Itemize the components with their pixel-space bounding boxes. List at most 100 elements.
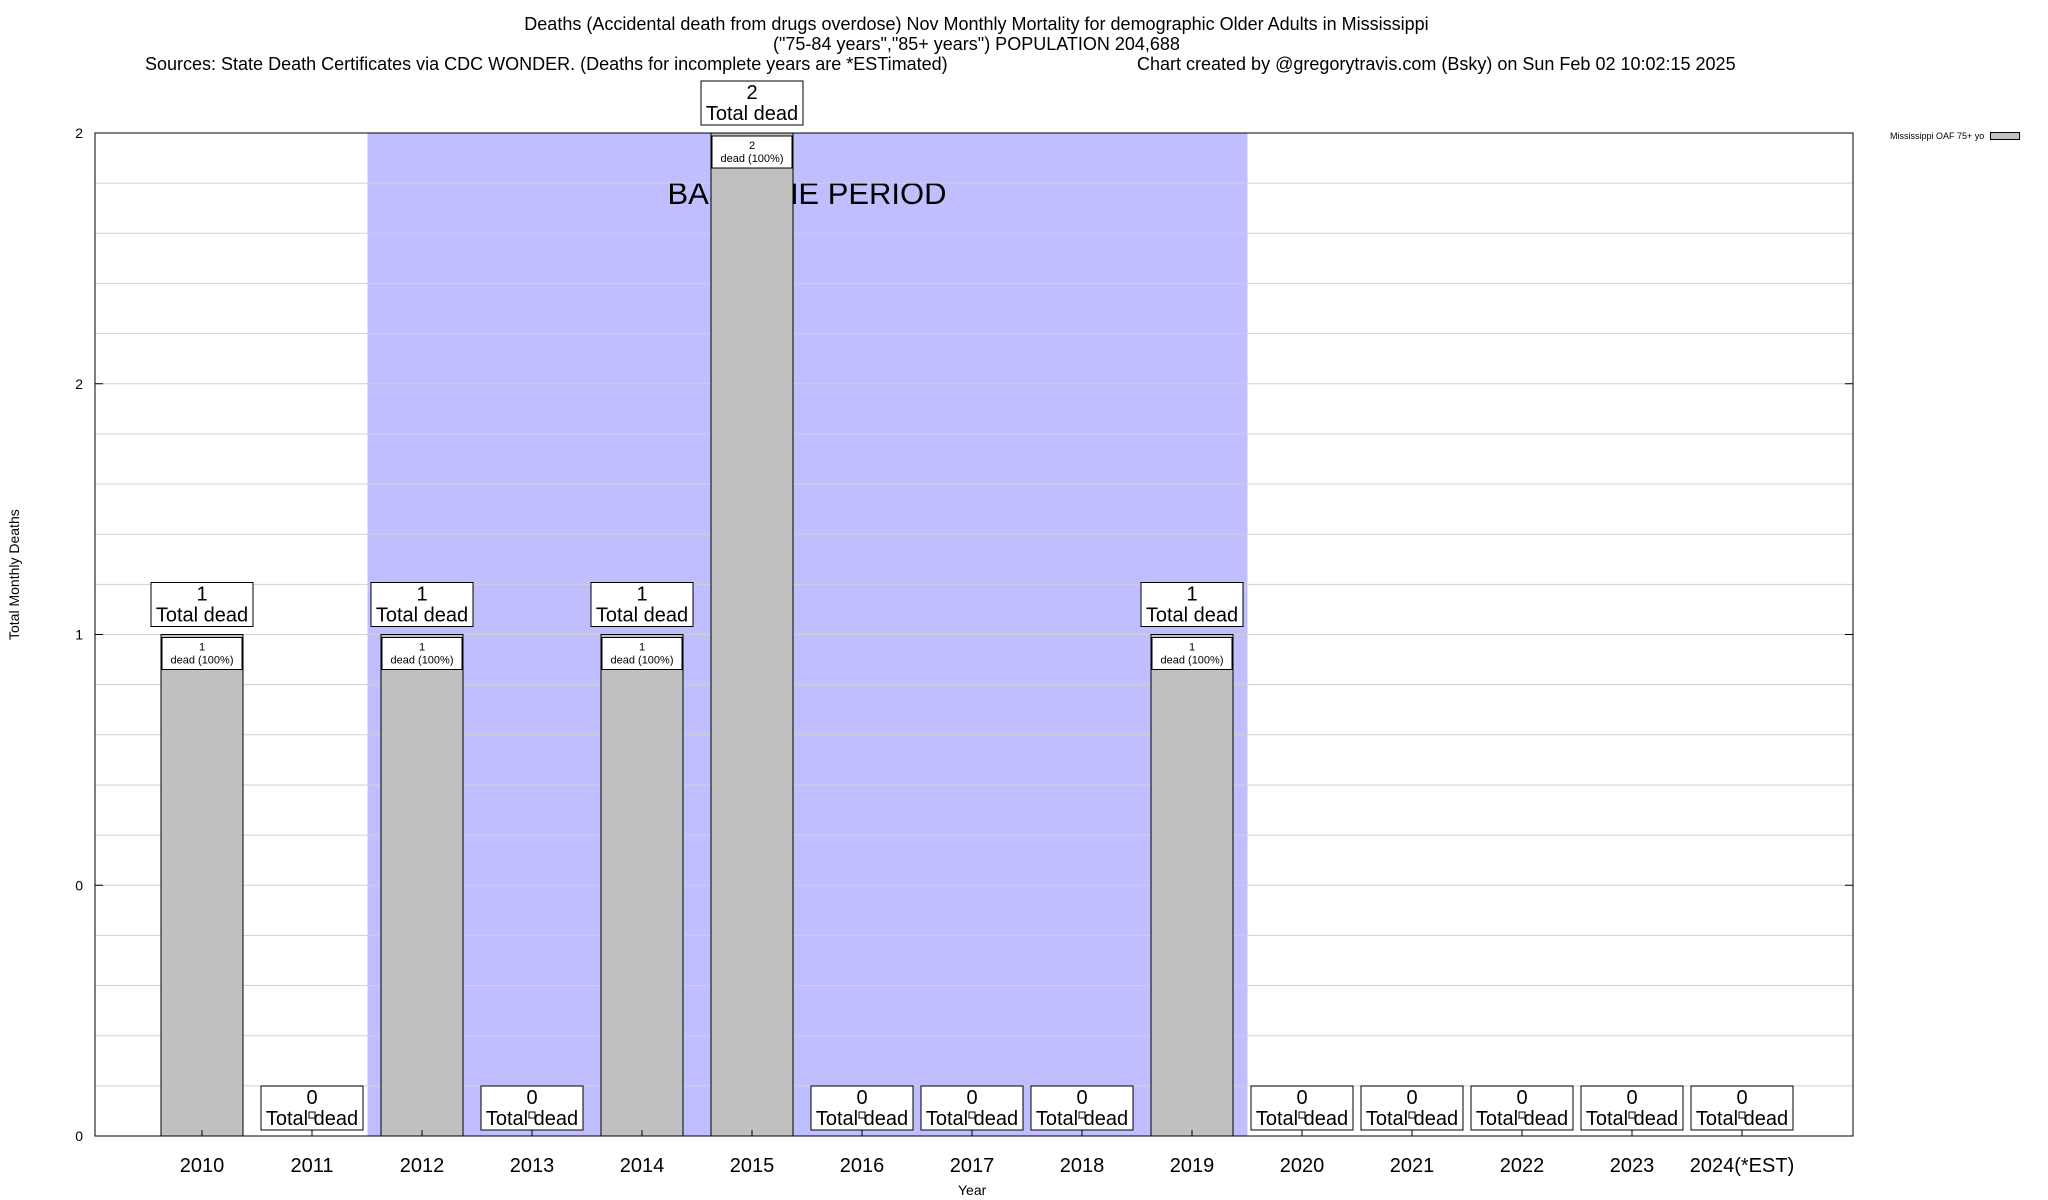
zero-marker [1628,1111,1636,1119]
zero-marker [968,1111,976,1119]
bar-inner-label-text: dead (100%) [391,655,454,667]
total-label-box [1030,1085,1134,1131]
total-label-value: 1 [1186,584,1197,606]
zero-marker [1738,1111,1746,1119]
baseline-period-label: BASELINE PERIOD [667,176,946,211]
legend: Mississippi OAF 75+ yo [1890,131,2021,141]
bar-inner-label-value: 1 [419,642,425,654]
total-label-box [480,1085,584,1131]
x-tick-label: 2023 [1610,1155,1655,1177]
legend-swatch [1990,132,2021,140]
total-label-value: 0 [1406,1087,1417,1109]
total-label-value: 1 [416,584,427,606]
total-label-text: Total dead [1696,1108,1788,1130]
total-label-box [1470,1085,1574,1131]
total-label-text: Total dead [1476,1108,1568,1130]
legend-label: Mississippi OAF 75+ yo [1890,131,1985,141]
chart-title-line2: ("75-84 years","85+ years") POPULATION 2… [773,34,1180,54]
total-label-value: 0 [1076,1087,1087,1109]
total-label-value: 2 [746,82,757,104]
x-tick-label: 2017 [950,1155,995,1177]
y-tick-label: 1 [75,627,83,643]
x-tick-label: 2018 [1060,1155,1105,1177]
total-label-box [1250,1085,1354,1131]
total-label-box [150,582,254,627]
total-label-box [1360,1085,1464,1131]
total-label-value: 0 [1736,1087,1747,1109]
total-label-box [700,80,804,126]
total-label-text: Total dead [1036,1108,1128,1130]
bar [600,634,684,1137]
total-label-text: Total dead [486,1108,578,1130]
plot-frame [94,132,1854,1137]
bar [380,634,464,1137]
total-label-value: 0 [966,1087,977,1109]
chart-credit: Chart created by @gregorytravis.com (Bsk… [1137,54,1736,74]
bar [710,132,794,1137]
bar-inner-label-text: dead (100%) [1161,655,1224,667]
zero-marker [1408,1111,1416,1119]
total-label-value: 0 [1626,1087,1637,1109]
x-tick-label: 2024(*EST) [1690,1155,1795,1177]
x-tick-label: 2014 [620,1155,665,1177]
total-label-value: 0 [1296,1087,1307,1109]
bar-inner-label-box [711,135,793,169]
x-tick-label: 2012 [400,1155,445,1177]
bar-inner-label-text: dead (100%) [611,655,674,667]
total-label-value: 0 [526,1087,537,1109]
bar-inner-label-box [381,637,463,670]
x-tick-label: 2022 [1500,1155,1545,1177]
x-tick-label: 2020 [1280,1155,1325,1177]
y-tick-label: 0 [75,877,83,893]
bar-inner-label-value: 1 [199,642,205,654]
total-label-box [1140,582,1244,627]
chart-sources: Sources: State Death Certificates via CD… [145,54,948,74]
total-label-text: Total dead [1256,1108,1348,1130]
total-label-text: Total dead [1146,605,1238,627]
zero-marker [858,1111,866,1119]
y-tick-label: 2 [75,376,83,392]
total-label-box [590,582,694,627]
total-label-text: Total dead [156,605,248,627]
total-label-text: Total dead [926,1108,1018,1130]
y-tick-label: 2 [75,125,83,141]
bar-inner-label-box [601,637,683,670]
x-tick-label: 2021 [1390,1155,1435,1177]
zero-marker [308,1111,316,1119]
bar-inner-label-box [1151,637,1233,670]
y-tick-label: 0 [75,1128,83,1144]
bar [1150,634,1234,1137]
x-tick-label: 2013 [510,1155,555,1177]
total-label-text: Total dead [1586,1108,1678,1130]
total-label-text: Total dead [706,103,798,125]
zero-marker [1078,1111,1086,1119]
total-label-value: 1 [196,584,207,606]
total-label-box [920,1085,1024,1131]
bar-inner-label-value: 1 [639,642,645,654]
total-label-box [260,1085,364,1131]
zero-marker [1298,1111,1306,1119]
x-axis-label: Year [958,1182,987,1198]
x-tick-label: 2016 [840,1155,885,1177]
bar-inner-label-value: 2 [749,140,755,152]
total-label-value: 0 [306,1087,317,1109]
total-label-text: Total dead [1366,1108,1458,1130]
total-label-text: Total dead [816,1108,908,1130]
total-label-box [810,1085,914,1131]
zero-marker [1518,1111,1526,1119]
total-label-value: 0 [1516,1087,1527,1109]
bar-inner-label-box [161,637,243,670]
x-tick-label: 2010 [180,1155,225,1177]
total-label-value: 0 [856,1087,867,1109]
total-label-box [370,582,474,627]
zero-marker [528,1111,536,1119]
bar-inner-label-text: dead (100%) [171,655,234,667]
x-tick-label: 2015 [730,1155,775,1177]
x-tick-label: 2019 [1170,1155,1215,1177]
total-label-box [1690,1085,1794,1131]
x-tick-label: 2011 [290,1155,333,1177]
total-label-text: Total dead [266,1108,358,1130]
bar-inner-label-text: dead (100%) [721,153,784,165]
bar-inner-label-value: 1 [1189,642,1195,654]
